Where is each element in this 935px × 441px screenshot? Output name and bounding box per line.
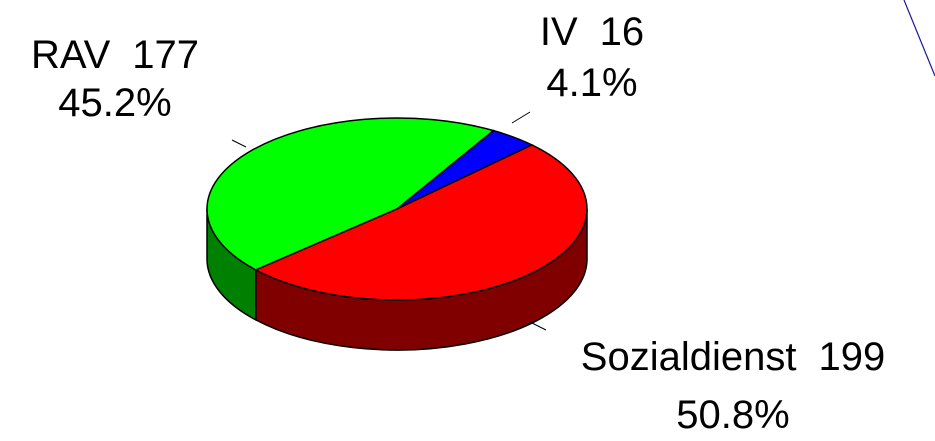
- category-name: RAV: [31, 33, 111, 77]
- pie-slice: [206, 117, 496, 271]
- category-name: IV: [540, 10, 578, 54]
- decorative-line: [903, 0, 935, 77]
- slice-label: IV 16: [540, 10, 644, 54]
- percent-label: 45.2%: [58, 81, 171, 125]
- pie-slice: [254, 144, 588, 301]
- leader-line: [529, 321, 547, 331]
- slice-label: Sozialdienst 199: [581, 335, 885, 379]
- slice-value: 199: [818, 335, 885, 379]
- category-name: Sozialdienst: [581, 335, 797, 379]
- pie: [206, 117, 588, 351]
- slice-label: RAV 177: [31, 33, 199, 77]
- percent-label: 4.1%: [546, 61, 637, 105]
- slice-value: 16: [600, 10, 645, 54]
- percent-label: 50.8%: [676, 393, 789, 437]
- leader-line: [231, 139, 247, 148]
- leader-line: [511, 111, 531, 124]
- slice-value: 177: [132, 33, 199, 77]
